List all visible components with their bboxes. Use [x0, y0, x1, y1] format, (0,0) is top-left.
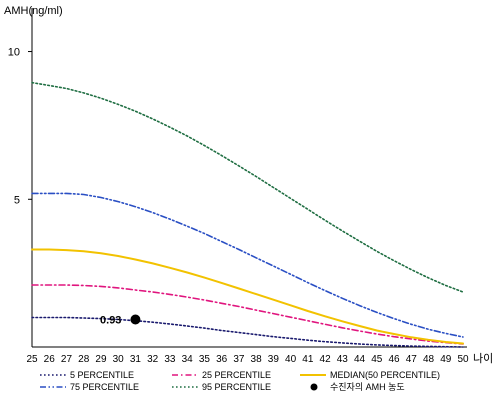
legend-label-patient-amh: 수진자의 AMH 농도 [330, 382, 405, 392]
legend-label-5-percentile: 5 PERCENTILE [70, 370, 134, 380]
legend-label-95-percentile: 95 PERCENTILE [202, 382, 271, 392]
legend-label-median-50-percentile-: MEDIAN(50 PERCENTILE) [330, 370, 440, 380]
x-tick-label: 41 [302, 354, 314, 365]
x-tick-label: 47 [406, 354, 418, 365]
y-tick-label: 5 [14, 194, 20, 206]
x-tick-label: 42 [320, 354, 332, 365]
x-tick-label: 50 [457, 354, 469, 365]
series-line-95-percentile [31, 81, 464, 293]
x-tick-label: 45 [371, 354, 383, 365]
x-tick-label: 38 [251, 354, 263, 365]
y-tick-label: 10 [8, 47, 20, 59]
x-tick-label: 44 [354, 354, 366, 365]
series-line-25-percentile [31, 284, 464, 345]
x-tick-label: 33 [164, 354, 176, 365]
legend-label-25-percentile: 25 PERCENTILE [202, 370, 271, 380]
x-tick-label: 39 [268, 354, 280, 365]
x-tick-label: 34 [182, 354, 194, 365]
x-tick-label: 25 [26, 354, 38, 365]
x-tick-label: 46 [388, 354, 400, 365]
legend-marker-patient-amh [310, 383, 318, 391]
y-axis-label: AMH(ng/ml) [4, 5, 63, 17]
x-tick-label: 30 [113, 354, 125, 365]
x-axis-label: 나이 [473, 352, 493, 365]
point-layer: 0.93 [100, 314, 141, 327]
series-layer [31, 81, 464, 348]
series-line-median-50-percentile- [31, 248, 464, 345]
x-tick-label: 40 [285, 354, 297, 365]
x-tick-label: 29 [95, 354, 107, 365]
legend-label-75-percentile: 75 PERCENTILE [70, 382, 139, 392]
legend: 5 PERCENTILE 25 PERCENTILE MEDIAN(50 PERCE… [40, 370, 440, 392]
axes: AMH(ng/ml) 5 10 25 26 27 28 29 30 31 32 33 34 35 36 37 3… [4, 5, 493, 365]
x-tick-label: 32 [147, 354, 159, 365]
x-tick-label: 43 [337, 354, 349, 365]
x-tick-label: 31 [130, 354, 142, 365]
x-tick-label: 37 [233, 354, 245, 365]
x-tick-label: 27 [61, 354, 73, 365]
series-line-5-percentile [31, 316, 464, 348]
x-tick-label: 26 [44, 354, 56, 365]
x-tick-label: 35 [199, 354, 211, 365]
series-line-75-percentile [31, 192, 464, 338]
x-tick-label: 48 [423, 354, 435, 365]
x-tick-label: 28 [78, 354, 90, 365]
patient-amh-value-label: 0.93 [100, 315, 121, 327]
patient-amh-point [130, 314, 141, 325]
x-tick-label: 49 [440, 354, 452, 365]
x-tick-label: 36 [216, 354, 228, 365]
